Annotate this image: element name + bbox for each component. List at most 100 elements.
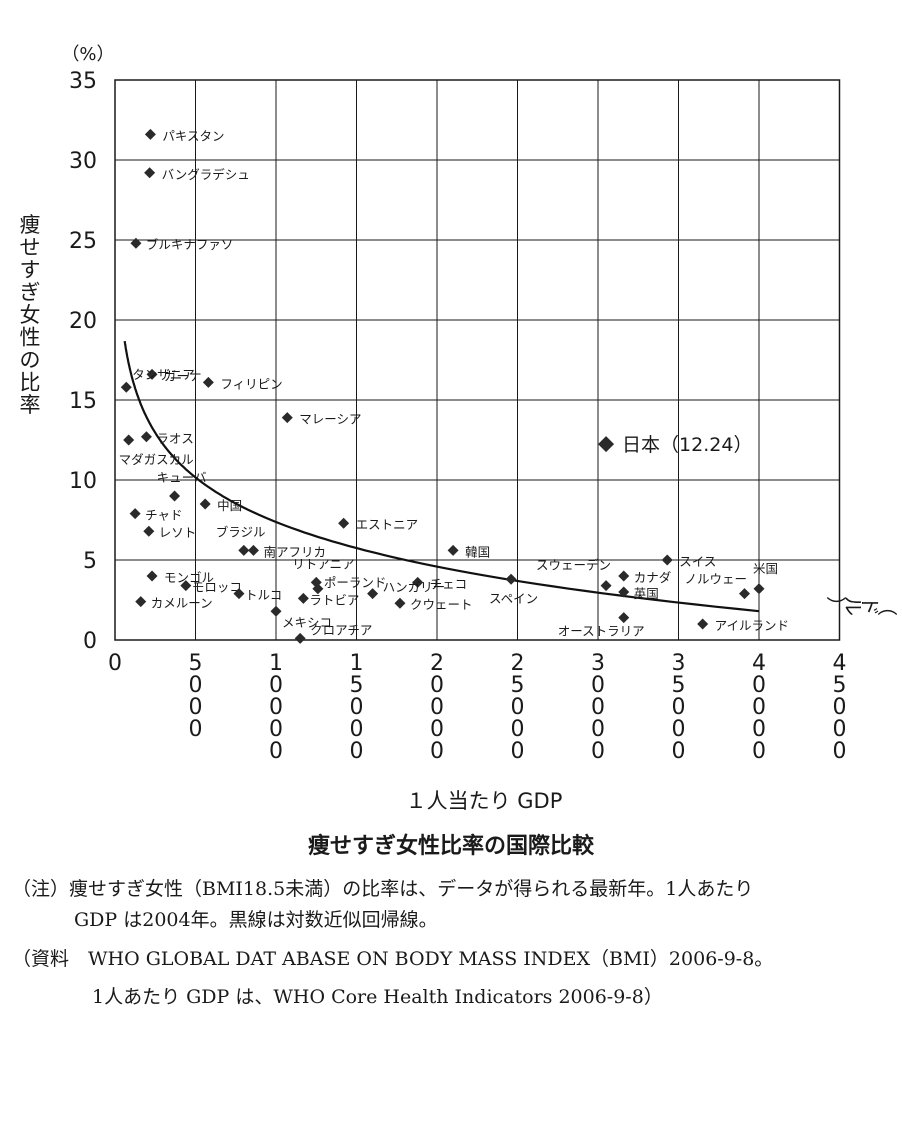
- chart-title: 痩せすぎ女性比率の国際比較: [307, 834, 594, 859]
- x-unit-text: （ドル）: [824, 596, 899, 616]
- point-label: キューバ: [157, 470, 207, 485]
- point-label: リトアニア: [292, 556, 354, 571]
- point-label: アイルランド: [715, 618, 789, 633]
- point-label: エストニア: [356, 517, 419, 532]
- y-tick-label: 30: [69, 149, 97, 174]
- point-marker: [297, 592, 309, 604]
- point-marker: [199, 498, 211, 510]
- y-axis-unit: （%）: [61, 44, 114, 65]
- point-marker: [202, 376, 214, 388]
- point-marker: [505, 573, 517, 585]
- point-label: バングラデシュ: [162, 167, 250, 182]
- point-marker: [135, 596, 147, 608]
- grid-lines: [115, 80, 840, 640]
- point-marker: [123, 434, 135, 446]
- point-label: 米国: [753, 561, 778, 576]
- y-axis-ticks: 0 5 10 15 20 25 30 35: [69, 69, 97, 654]
- source-line-2: 1人あたり GDP は、WHO Core Health Indicators 2…: [92, 986, 663, 1008]
- point-label: ラオス: [156, 431, 194, 446]
- point-label: メキシコ: [282, 615, 332, 630]
- point-marker: [247, 544, 259, 556]
- point-label: チャド: [145, 508, 182, 523]
- point-label: ブルキナファソ: [146, 237, 234, 252]
- point-marker: [367, 588, 379, 600]
- y-tick-label: 20: [69, 309, 97, 334]
- highlight-label: 日本（12.24）: [622, 434, 752, 456]
- point-label: 南アフリカ: [263, 544, 326, 559]
- point-label: モンゴル: [164, 570, 214, 585]
- point-marker: [661, 554, 673, 566]
- point-label: タンザニア: [132, 367, 195, 382]
- japan-highlight: 日本（12.24）: [598, 434, 752, 456]
- x-axis-ticks: 0 5 0 0 0 1 0 0 0 0 1 5 0 0 0 2 0 0 0 0 2 5 0 0 0 3 0 0 0 0 3 5 0 0 0 4 0 0 0 0…: [108, 651, 847, 764]
- point-label: ガーナ: [164, 368, 202, 383]
- plot-frame: [114, 79, 841, 641]
- point-marker: [146, 368, 158, 380]
- point-marker: [233, 588, 245, 600]
- note-line-1: （注）痩せすぎ女性（BMI18.5未満）の比率は、データが得られる最新年。1人あ…: [12, 878, 754, 900]
- point-marker: [618, 586, 630, 598]
- point-marker: [618, 570, 630, 582]
- point-marker: [129, 508, 141, 520]
- point-marker: [270, 605, 282, 617]
- y-tick-label: 0: [83, 629, 97, 654]
- point-label: ノルウェー: [685, 572, 748, 587]
- point-marker: [294, 632, 306, 644]
- highlight-marker: [598, 436, 615, 453]
- point-label: 中国: [217, 498, 242, 513]
- y-axis-label-text: 痩せすぎ女性の比率: [20, 213, 41, 417]
- point-label: カナダ: [634, 570, 672, 585]
- point-label: オーストラリア: [558, 624, 645, 639]
- point-label: スイス: [679, 554, 716, 569]
- point-marker: [120, 381, 132, 393]
- point-marker: [600, 580, 612, 592]
- source-line-1: （資料 WHO GLOBAL DAT ABASE ON BODY MASS IN…: [12, 948, 774, 970]
- point-marker: [338, 517, 350, 529]
- scatter-chart: 0 5 10 15 20 25 30 35 0 5 0 0 0 1 0 0 0 0 1 5 0 0 0 2 0 0 0 0 2 5 0 0 0…: [20, 44, 900, 813]
- point-marker: [412, 576, 424, 588]
- point-marker: [144, 128, 156, 140]
- point-marker: [169, 490, 181, 502]
- point-marker: [753, 583, 765, 595]
- point-label: クロアチア: [310, 622, 372, 637]
- point-marker: [130, 237, 142, 249]
- point-label: 韓国: [465, 544, 490, 559]
- note-line-2: GDP は2004年。黒線は対数近似回帰線。: [74, 909, 438, 931]
- point-label: ポーランド: [324, 575, 387, 590]
- point-marker: [394, 597, 406, 609]
- point-marker: [140, 431, 152, 443]
- point-label: ブラジル: [216, 524, 266, 539]
- y-tick-label: 5: [83, 549, 97, 574]
- point-label: カメルーン: [151, 596, 213, 611]
- y-tick-label: 35: [69, 69, 97, 94]
- point-marker: [180, 580, 192, 592]
- point-label: フィリピン: [220, 376, 282, 391]
- point-marker: [281, 412, 293, 424]
- point-label: マレーシア: [299, 412, 361, 427]
- point-label: ハンガリー: [383, 580, 446, 595]
- point-label: パキスタン: [162, 128, 224, 143]
- point-marker: [739, 588, 751, 600]
- point-marker: [312, 583, 324, 595]
- log-trendline: [123, 340, 760, 613]
- x-tick-label: 0: [108, 651, 122, 676]
- point-label: チェコ: [430, 576, 468, 591]
- y-tick-label: 10: [69, 469, 97, 494]
- point-marker: [143, 525, 155, 537]
- point-label: モロッコ: [192, 580, 242, 595]
- y-tick-label: 25: [69, 229, 97, 254]
- x-axis-unit: （ドル）: [824, 596, 899, 616]
- point-label: ラトビア: [309, 592, 359, 607]
- y-axis-label: 痩せすぎ女性の比率: [20, 213, 41, 417]
- point-label: スペイン: [489, 591, 538, 606]
